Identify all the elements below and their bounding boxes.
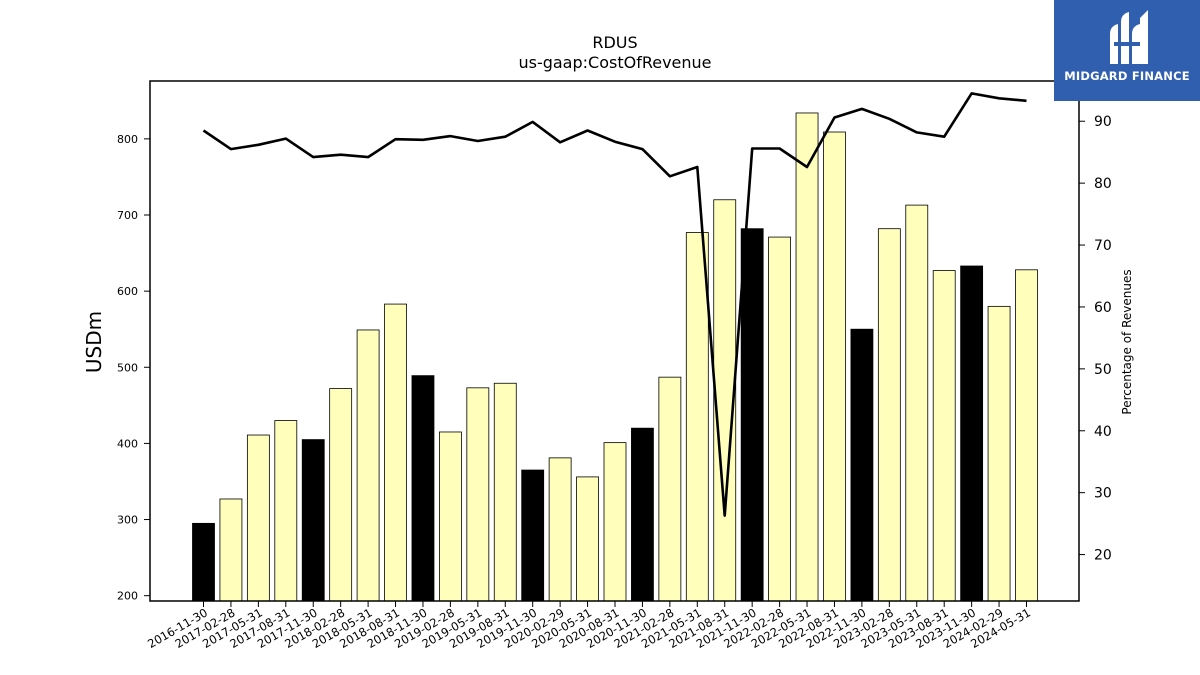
bar (274, 420, 298, 602)
bar (493, 382, 517, 602)
y-tick-label: 600 (117, 285, 138, 298)
midgard-logo-icon (1110, 10, 1148, 64)
chart-subtitle: us-gaap:CostOfRevenue (518, 53, 711, 72)
bar (576, 476, 599, 602)
y-tick-label: 200 (117, 590, 138, 603)
y-tick-label: 500 (117, 361, 138, 374)
y2-tick-label: 80 (1094, 176, 1112, 192)
bar (685, 232, 709, 602)
y2-tick-label: 40 (1094, 424, 1112, 440)
chart-title: RDUS (592, 33, 637, 52)
bar (384, 303, 407, 602)
y-tick-label: 400 (117, 437, 138, 450)
percentage-line (202, 92, 1027, 517)
bar (219, 498, 243, 602)
y2-tick-label: 50 (1094, 362, 1112, 378)
y-axis-label: USDm (82, 311, 106, 373)
bar (356, 329, 380, 602)
bar (768, 236, 791, 602)
bar (795, 112, 819, 602)
bar (329, 388, 353, 602)
bar (823, 131, 846, 602)
bars-group (192, 112, 1038, 602)
bar (521, 469, 545, 602)
logo-text: MIDGARD FINANCE (1064, 69, 1190, 83)
line-group (202, 92, 1027, 517)
bar (438, 431, 462, 602)
midgard-finance-logo: MIDGARD FINANCE (1054, 0, 1200, 101)
bar (850, 328, 874, 602)
bar (932, 270, 956, 602)
bar (548, 457, 572, 602)
bar (631, 427, 654, 602)
y2-tick-label: 70 (1094, 238, 1112, 254)
bar (301, 439, 325, 602)
y2-tick-label: 60 (1094, 300, 1112, 316)
y2-tick-label: 30 (1094, 486, 1112, 502)
y2-axis-label: Percentage of Revenues (1120, 269, 1134, 414)
bar (466, 387, 490, 602)
bar (246, 434, 270, 602)
y-tick-label: 700 (117, 209, 138, 222)
bar (192, 522, 215, 602)
bar (1015, 269, 1038, 602)
bar (740, 228, 764, 602)
bar (603, 442, 627, 602)
bar (658, 376, 682, 602)
bar (877, 228, 901, 602)
bar (960, 265, 984, 602)
bar (905, 204, 929, 602)
y-tick-label: 300 (117, 514, 138, 527)
y2-tick-label: 90 (1094, 114, 1112, 130)
bar (411, 375, 435, 602)
bar (987, 305, 1011, 602)
y2-tick-label: 20 (1094, 548, 1112, 564)
y-tick-label: 800 (117, 133, 138, 146)
